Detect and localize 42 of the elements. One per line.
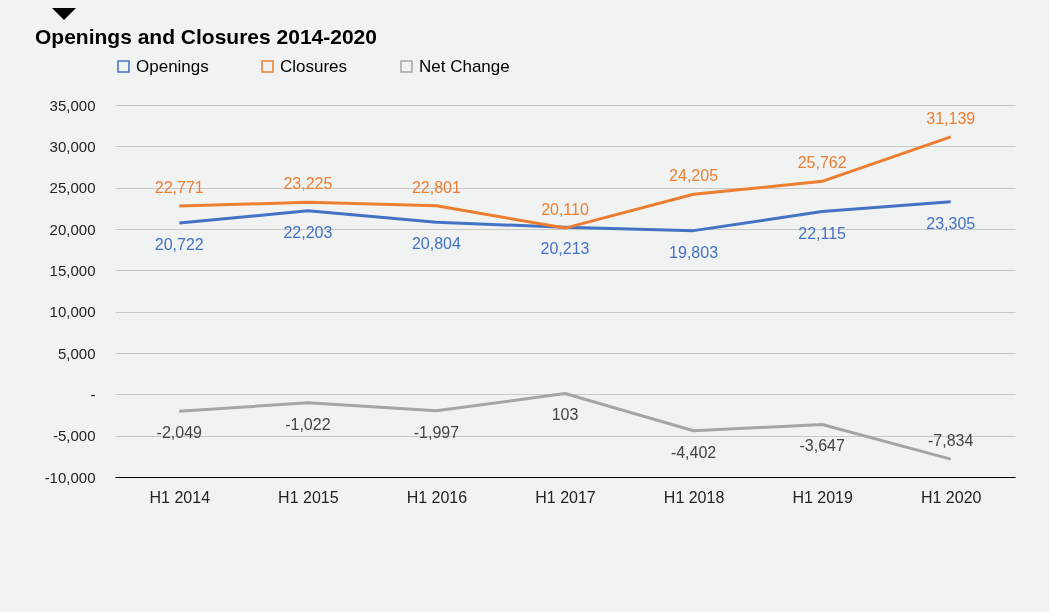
y-tick-label: - (90, 385, 96, 403)
data-label: -7,834 (928, 432, 974, 450)
y-tick-label: 10,000 (49, 303, 96, 321)
x-tick-label: H1 2019 (792, 488, 853, 506)
data-label: 22,203 (283, 223, 333, 241)
data-label: -3,647 (799, 437, 845, 455)
data-label: -1,997 (413, 423, 460, 441)
data-label: 22,115 (798, 224, 847, 242)
data-label: 24,205 (669, 167, 719, 185)
y-tick-label: -10,000 (44, 468, 96, 486)
data-label: 19,803 (669, 243, 719, 261)
y-tick-label: 5,000 (57, 344, 96, 362)
data-label: -1,022 (285, 415, 331, 433)
data-label: -2,049 (156, 424, 203, 442)
x-tick-label: H1 2020 (920, 488, 982, 506)
data-label: 23,225 (283, 175, 333, 193)
data-label: 20,213 (540, 240, 590, 258)
y-tick-label: 35,000 (49, 96, 96, 114)
legend-label: Closures (280, 56, 348, 76)
data-label: 103 (551, 406, 579, 424)
data-label: 20,804 (411, 235, 461, 253)
data-label: 22,771 (154, 179, 204, 197)
y-tick-label: 15,000 (49, 261, 96, 279)
y-tick-label: 25,000 (49, 179, 96, 197)
data-label: 31,139 (926, 109, 976, 127)
data-label: 23,305 (926, 214, 976, 232)
data-label: 22,801 (411, 178, 461, 196)
x-tick-label: H1 2014 (149, 488, 211, 506)
y-tick-label: -5,000 (52, 427, 96, 445)
data-label: 20,110 (541, 201, 589, 219)
chart-title: Openings and Closures 2014-2020 (35, 25, 377, 48)
legend-label: Openings (136, 56, 209, 76)
y-tick-label: 30,000 (49, 137, 96, 155)
x-tick-label: H1 2016 (406, 488, 468, 506)
x-tick-label: H1 2015 (278, 488, 339, 506)
data-label: -4,402 (670, 443, 717, 461)
x-tick-label: H1 2018 (663, 488, 725, 506)
y-tick-label: 20,000 (49, 220, 96, 238)
x-tick-label: H1 2017 (535, 488, 596, 506)
legend-label: Net Change (419, 56, 510, 76)
data-label: 25,762 (797, 154, 847, 172)
data-label: 20,722 (154, 236, 204, 254)
